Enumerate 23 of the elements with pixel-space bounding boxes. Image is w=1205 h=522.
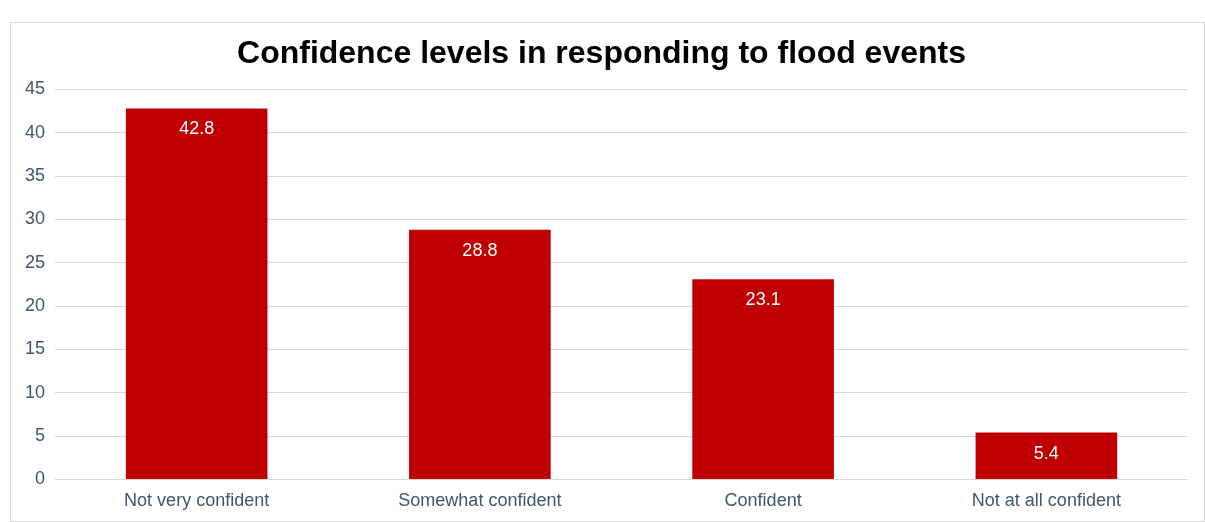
- bar: [692, 279, 834, 479]
- y-tick-label: 40: [24, 121, 46, 142]
- x-tick-label: Not at all confident: [971, 490, 1121, 511]
- data-label: 42.8: [179, 118, 215, 139]
- bar: [409, 229, 551, 479]
- y-tick-label: 45: [24, 78, 46, 99]
- y-tick-label: 5: [35, 425, 46, 446]
- chart-title: Confidence levels in responding to flood events: [237, 34, 966, 71]
- y-tick-label: 15: [24, 338, 46, 359]
- y-tick-label: 30: [24, 208, 46, 229]
- data-label: 23.1: [745, 289, 781, 310]
- x-tick-label: Confident: [724, 490, 802, 511]
- x-tick-label: Somewhat confident: [398, 490, 562, 511]
- bar: [125, 108, 268, 479]
- y-tick-label: 35: [24, 165, 46, 186]
- y-tick-label: 0: [35, 468, 46, 489]
- data-label: 28.8: [462, 239, 498, 260]
- bar: [975, 432, 1118, 479]
- y-tick-label: 20: [24, 295, 46, 316]
- y-tick-label: 25: [24, 251, 46, 272]
- data-label: 5.4: [1033, 442, 1059, 463]
- y-tick-label: 10: [24, 381, 46, 402]
- x-tick-label: Not very confident: [124, 490, 270, 511]
